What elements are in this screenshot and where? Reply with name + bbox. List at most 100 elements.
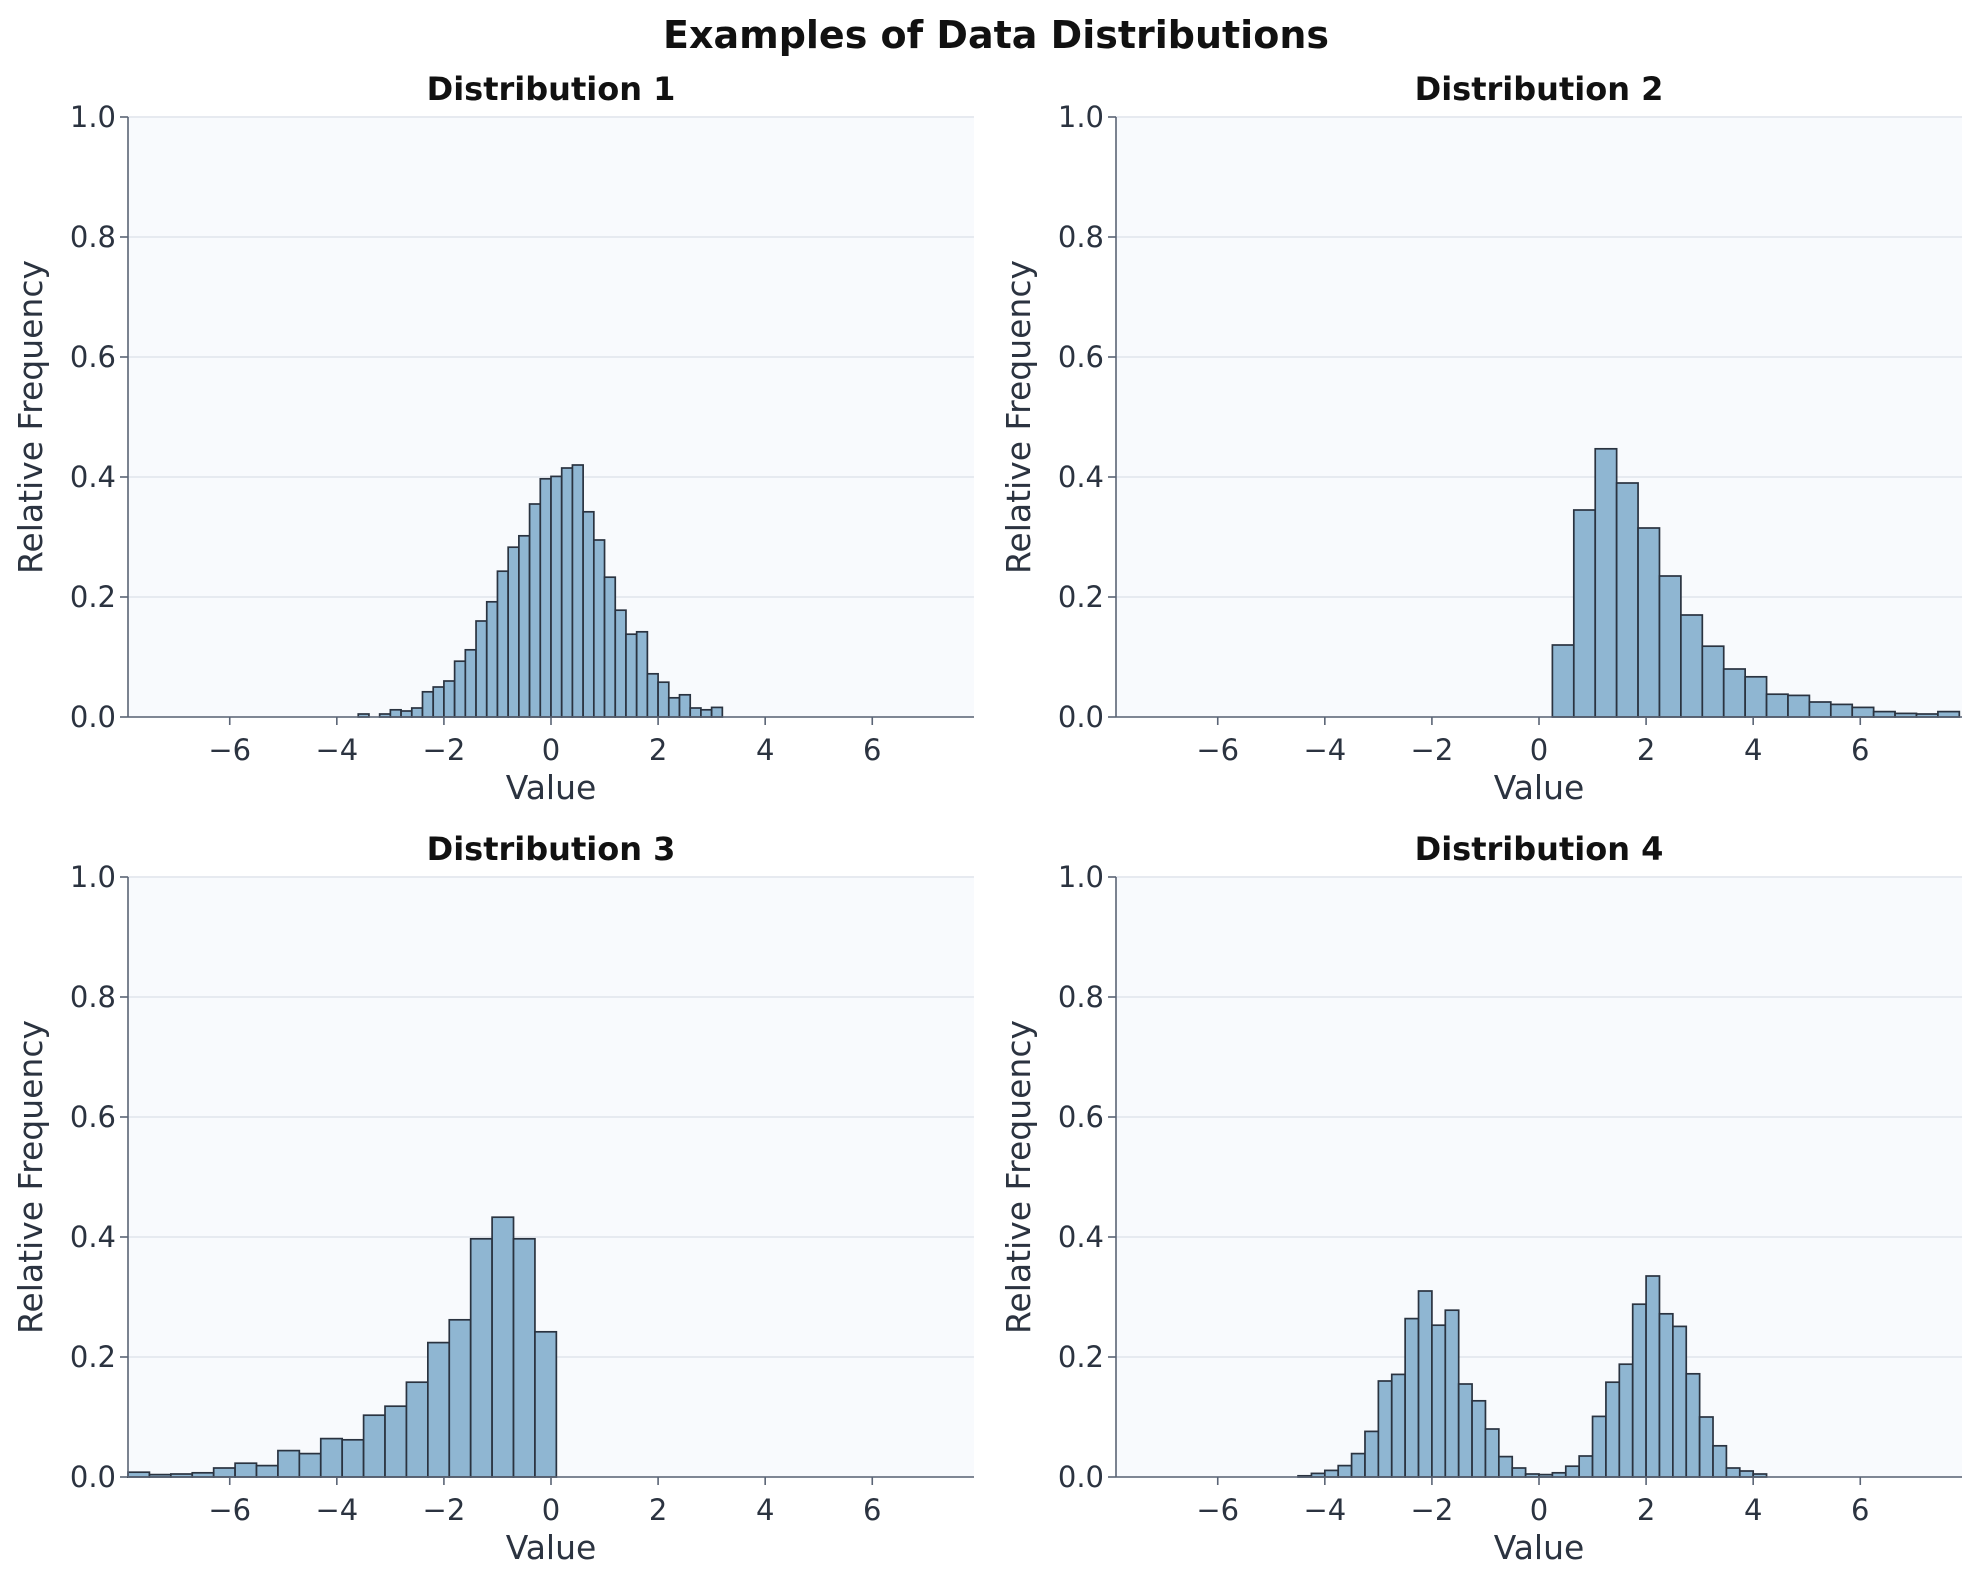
histogram-bar <box>384 1405 408 1478</box>
histogram-bar <box>1511 1467 1527 1478</box>
y-tick-label: 0.2 <box>1058 1340 1104 1374</box>
histogram-bar <box>1431 1324 1447 1478</box>
histogram-bar <box>1744 675 1768 718</box>
x-tick-label: 2 <box>649 733 667 767</box>
subplot-title: Distribution 1 <box>427 70 676 108</box>
y-tick-label: 0.6 <box>1058 1100 1104 1134</box>
y-axis-label: Relative Frequency <box>999 260 1038 574</box>
histogram-bar <box>1605 1381 1621 1478</box>
x-tick-label: 6 <box>863 733 881 767</box>
histogram-bar <box>518 534 531 718</box>
histogram-bar <box>592 539 606 718</box>
x-tick-label: −4 <box>1303 733 1346 767</box>
histogram-bar <box>1564 1465 1581 1478</box>
histogram-bars <box>357 464 724 718</box>
histogram-bar <box>700 708 713 718</box>
y-tick-label: 0.6 <box>70 1100 116 1134</box>
x-tick-label: 2 <box>1637 1493 1655 1527</box>
histogram-bar <box>646 672 659 718</box>
subplot-title: Distribution 3 <box>427 830 676 868</box>
x-tick-label: −2 <box>423 733 466 767</box>
histogram-bar <box>1738 1470 1755 1478</box>
histogram-bar <box>657 681 670 718</box>
x-tick-label: −2 <box>423 1493 466 1527</box>
histogram-bar <box>464 648 477 718</box>
y-tick-label: 0.0 <box>1058 1460 1104 1494</box>
y-axis-label: Relative Frequency <box>11 1020 50 1334</box>
y-axis-label: Relative Frequency <box>11 260 50 574</box>
histogram-bar <box>1658 575 1682 718</box>
histogram-bar <box>1484 1428 1500 1478</box>
histogram-bar <box>475 620 488 718</box>
subplot-4: 0.0 0.2 0.4 0.6 0.8 1.0 −6 −4 −2 0 2 4 6 Distribution… <box>999 830 1962 1567</box>
subplot-title: Distribution 4 <box>1415 830 1664 868</box>
histogram-bars <box>1297 1275 1768 1478</box>
histogram-bar <box>710 706 724 718</box>
histogram-bar <box>448 1318 472 1478</box>
histogram-bar <box>1578 1455 1594 1478</box>
y-tick-label: 0.6 <box>1058 340 1104 374</box>
histogram-bar <box>689 707 702 718</box>
histogram-bar <box>582 510 595 718</box>
x-tick-label: 2 <box>649 1493 667 1527</box>
histogram-bar <box>255 1464 279 1478</box>
histogram-bar <box>432 686 445 718</box>
histogram-bar <box>1551 644 1575 718</box>
histogram-bar <box>667 696 681 718</box>
y-tick-label: 0.0 <box>70 700 116 734</box>
y-tick-label: 0.8 <box>70 980 116 1014</box>
x-tick-label: −6 <box>208 733 251 767</box>
histogram-bar <box>1471 1399 1487 1478</box>
histogram-bar <box>625 633 638 718</box>
x-axis-label: Value <box>1494 768 1585 807</box>
x-tick-label: 6 <box>863 1493 881 1527</box>
histogram-bar <box>212 1467 236 1478</box>
histogram-bar <box>1937 710 1961 718</box>
subplot-2: 0.0 0.2 0.4 0.6 0.8 1.0 −6 −4 −2 0 2 4 6 Distribution… <box>999 70 1962 807</box>
histogram-bar <box>496 570 510 718</box>
histogram-bar <box>1350 1452 1366 1478</box>
histogram-bar <box>405 1381 429 1478</box>
y-tick-label: 1.0 <box>70 100 116 134</box>
histogram-bar <box>453 660 467 718</box>
y-tick-label: 1.0 <box>1058 100 1104 134</box>
x-tick-label: 0 <box>542 733 560 767</box>
histogram-bar <box>1323 1469 1340 1478</box>
x-tick-label: −4 <box>1303 1493 1346 1527</box>
plot-area <box>1116 877 1962 1477</box>
x-tick-label: 6 <box>1851 733 1869 767</box>
histogram-bar <box>635 630 649 718</box>
y-tick-label: 0.4 <box>70 1220 116 1254</box>
histogram-bar <box>400 710 413 718</box>
histogram-bar <box>507 546 520 718</box>
histogram-bar <box>426 1341 451 1478</box>
x-tick-label: −4 <box>315 733 358 767</box>
histogram-bar <box>234 1462 258 1478</box>
histogram-bar <box>1497 1455 1514 1478</box>
y-tick-label: 0.8 <box>1058 980 1104 1014</box>
y-tick-label: 0.0 <box>70 1460 116 1494</box>
histogram-bar <box>277 1449 301 1478</box>
x-tick-label: 0 <box>542 1493 560 1527</box>
x-tick-label: 0 <box>1530 733 1548 767</box>
subplot-title: Distribution 2 <box>1415 70 1664 108</box>
histogram-bar <box>571 464 584 718</box>
x-tick-label: −2 <box>1411 733 1454 767</box>
x-tick-label: 0 <box>1530 1493 1548 1527</box>
histogram-bar <box>1701 645 1725 718</box>
subplot-3: 0.0 0.2 0.4 0.6 0.8 1.0 −6 −4 −2 0 2 4 6 Distribution… <box>11 830 974 1567</box>
x-tick-label: 4 <box>1744 733 1762 767</box>
histogram-bar <box>534 1330 558 1478</box>
histogram-bar <box>603 576 617 718</box>
histogram-bar <box>1404 1317 1420 1478</box>
histogram-bar <box>1631 1303 1647 1478</box>
histogram-bar <box>485 600 499 718</box>
plot-area <box>1116 117 1962 717</box>
histogram-bar <box>469 1237 493 1478</box>
x-tick-label: −6 <box>1196 733 1239 767</box>
histogram-bar <box>1658 1312 1674 1478</box>
histogram-bar <box>491 1216 515 1478</box>
y-tick-label: 0.8 <box>70 220 116 254</box>
histogram-bar <box>1444 1309 1460 1478</box>
y-tick-label: 0.4 <box>1058 460 1104 494</box>
